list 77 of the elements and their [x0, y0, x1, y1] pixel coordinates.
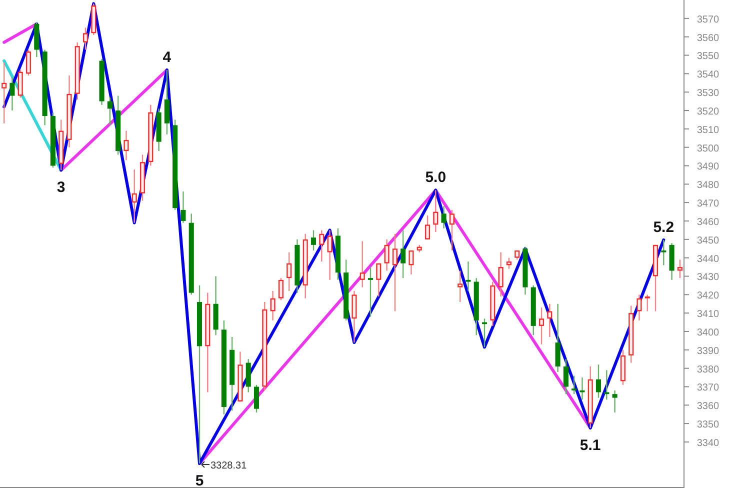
annotation: 5.0	[425, 169, 446, 186]
candlestick	[286, 252, 292, 292]
candlestick	[132, 168, 137, 224]
candlestick	[368, 266, 374, 318]
candlestick	[424, 214, 430, 240]
y-tick-label: 3350	[696, 420, 720, 431]
candlestick	[278, 277, 284, 301]
candlestick	[506, 257, 512, 270]
candlestick	[82, 27, 88, 50]
y-tick-label: 3480	[696, 180, 720, 192]
candlestick	[246, 358, 251, 393]
y-tick-label: 3470	[696, 198, 720, 210]
candlestick	[392, 233, 398, 312]
candlestick	[164, 69, 170, 136]
y-tick-label: 3340	[696, 438, 720, 449]
y-tick-label: 3410	[696, 309, 720, 320]
y-tick-label: 3460	[696, 216, 720, 228]
y-tick-label: 3560	[696, 32, 720, 44]
annotation: 4	[162, 48, 172, 66]
candlestick	[360, 240, 365, 288]
candlestick	[538, 306, 544, 345]
candlestick	[10, 76, 15, 112]
candlestick	[612, 390, 618, 414]
y-tick-label: 3400	[696, 327, 720, 338]
candlestick	[270, 290, 276, 322]
candlestick	[400, 230, 406, 279]
candlestick	[563, 358, 568, 395]
candlestick	[449, 209, 454, 252]
candlestick	[384, 238, 390, 272]
y-tick-label: 3390	[696, 346, 720, 357]
candlestick	[124, 130, 129, 161]
annotation: 5.1	[580, 436, 601, 454]
candlestick	[352, 290, 357, 344]
y-tick-label: 3500	[696, 143, 720, 154]
y-tick-label: 3380	[696, 364, 720, 376]
candlestick	[319, 230, 324, 262]
candlestick	[408, 250, 414, 275]
candlestick	[180, 190, 186, 224]
candlestick	[254, 384, 260, 414]
candlestick	[661, 239, 666, 266]
y-tick-label: 3570	[696, 14, 720, 26]
y-tick-label: 3530	[696, 88, 720, 100]
y-tick-label: 3450	[696, 235, 720, 246]
y-tick-label: 3440	[696, 254, 720, 265]
annotation: 3328.31	[210, 460, 248, 472]
candlestick	[2, 62, 7, 124]
candlestick	[644, 294, 650, 312]
y-tick-label: 3550	[696, 51, 720, 62]
y-tick-label: 3520	[696, 106, 720, 118]
candlestick	[596, 364, 602, 398]
candlestick	[327, 230, 332, 281]
candlestick	[636, 294, 642, 322]
candlestick	[26, 49, 32, 76]
candlestick	[18, 69, 23, 98]
candlestick	[310, 230, 316, 252]
y-tick-label: 3510	[696, 124, 720, 136]
annotation: 5	[195, 472, 204, 488]
candlestick	[466, 260, 471, 292]
candlestick	[555, 303, 560, 373]
y-tick-label: 3420	[696, 290, 720, 302]
annotation: 3	[56, 179, 66, 196]
y-tick-label: 3430	[696, 272, 720, 284]
candlestick	[107, 97, 112, 126]
candlestick	[458, 270, 463, 303]
y-tick-label: 3540	[696, 70, 720, 81]
candlestick	[376, 262, 382, 298]
candlestick	[572, 375, 577, 395]
y-tick-label: 3490	[696, 162, 720, 173]
candlestick	[604, 370, 610, 400]
candlestick	[433, 190, 438, 233]
candlestick	[498, 252, 504, 298]
y-tick-label: 3370	[696, 382, 720, 394]
candlestick	[677, 259, 682, 279]
annotation: 5.2	[653, 218, 674, 236]
candlestick	[441, 206, 446, 229]
candlestick	[547, 303, 552, 338]
y-tick-label: 3360	[696, 401, 720, 412]
